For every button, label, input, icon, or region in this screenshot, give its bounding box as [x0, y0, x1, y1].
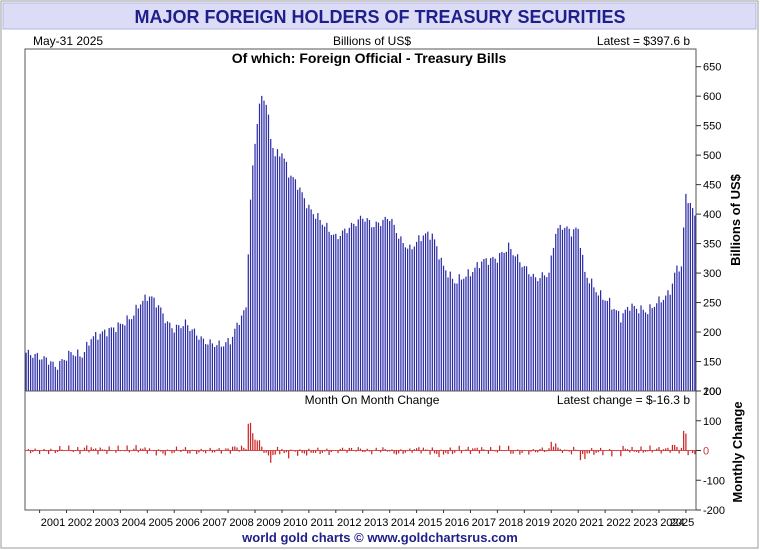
x-tick-label: 2022 — [606, 517, 630, 529]
y-tick-label: 450 — [703, 180, 721, 192]
page-title: MAJOR FOREIGN HOLDERS OF TREASURY SECURI… — [134, 7, 625, 27]
y-tick-label: 350 — [703, 239, 721, 251]
units-label: Billions of US$ — [333, 34, 411, 48]
y-tick-label: 600 — [703, 91, 721, 103]
x-tick-label: 2006 — [175, 517, 199, 529]
main-bar-series — [25, 95, 696, 391]
y-tick-label: 400 — [703, 209, 721, 221]
x-tick-label: 2016 — [445, 517, 469, 529]
main-y-axis-label: Billions of US$ — [728, 173, 743, 266]
x-tick-label: 2015 — [418, 517, 442, 529]
x-tick-label: 2011 — [311, 517, 335, 529]
change-bar-series — [25, 422, 696, 463]
latest-change-label: Latest change = $-16.3 b — [557, 393, 690, 407]
y-tick-label: 650 — [703, 62, 721, 74]
main-y-axis: 100 150 200 250 300 350 400 450 500 550 600 650 — [696, 62, 721, 398]
latest-value-label: Latest = $397.6 b — [597, 34, 690, 48]
x-tick-label: 2020 — [552, 517, 576, 529]
x-tick-label: 2019 — [526, 517, 550, 529]
x-tick-label: 2014 — [391, 517, 415, 529]
title-banner — [2, 2, 757, 30]
y-tick-label: 500 — [703, 150, 721, 162]
x-tick-label: 2018 — [499, 517, 523, 529]
x-tick-label: 2024 — [660, 517, 684, 529]
x-tick-label: 2010 — [283, 517, 307, 529]
x-tick-label: 2003 — [95, 517, 119, 529]
change-y-axis-label: Monthly Change — [730, 401, 745, 502]
change-y-tick-label: 0 — [703, 446, 709, 458]
main-chart-title: Of which: Foreign Official - Treasury Bi… — [232, 50, 507, 66]
change-y-tick-label: -100 — [703, 475, 725, 487]
y-tick-label: 550 — [703, 121, 721, 133]
footer-credit: world gold charts © www.goldchartsrus.co… — [241, 530, 518, 545]
x-tick-label: 2004 — [122, 517, 146, 529]
x-tick-label: 2009 — [256, 517, 280, 529]
x-tick-label: 2005 — [149, 517, 173, 529]
y-tick-label: 250 — [703, 298, 721, 310]
y-tick-label: 150 — [703, 357, 721, 369]
x-tick-label: 2008 — [229, 517, 253, 529]
change-chart-title: Month On Month Change — [305, 393, 440, 407]
change-y-tick-label: 100 — [703, 416, 721, 428]
y-tick-label: 100 — [703, 386, 721, 398]
x-tick-label: 2013 — [364, 517, 388, 529]
y-tick-label: 300 — [703, 268, 721, 280]
change-y-tick-label: 200 — [703, 386, 721, 398]
x-tick-label: 2021 — [579, 517, 603, 529]
x-tick-label: 2012 — [337, 517, 361, 529]
x-tick-label: 2001 — [41, 517, 65, 529]
x-tick-label: 2023 — [633, 517, 657, 529]
x-axis: 2001 2002 2003 2004 2005 2006 2007 2008 2009 2010… — [39, 510, 694, 529]
change-y-tick-label: -200 — [703, 505, 725, 517]
x-tick-label: 2025 — [670, 517, 694, 529]
x-tick-label: 2017 — [472, 517, 496, 529]
x-tick-label: 2002 — [68, 517, 92, 529]
date-label: May-31 2025 — [33, 34, 103, 48]
x-tick-label: 2007 — [202, 517, 226, 529]
y-tick-label: 200 — [703, 327, 721, 339]
